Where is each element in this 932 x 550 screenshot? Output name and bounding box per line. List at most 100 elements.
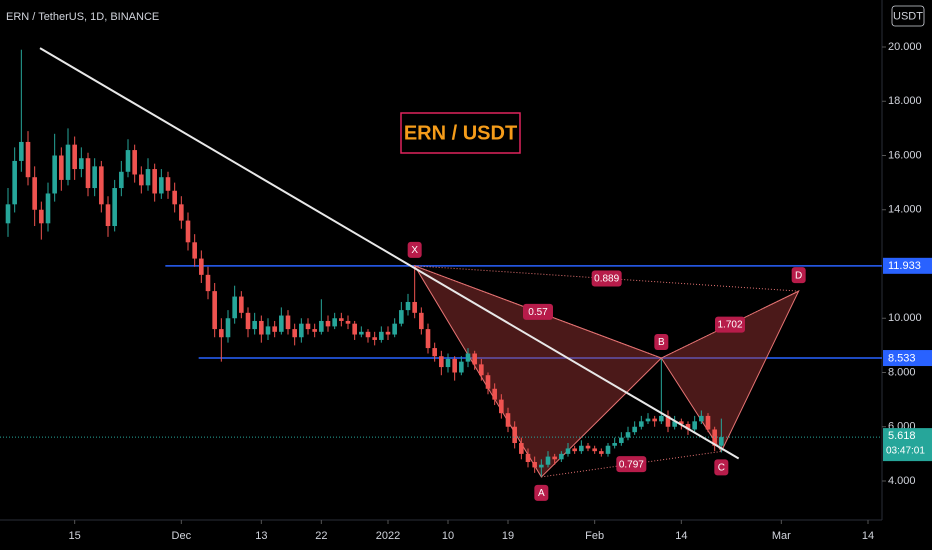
candle-body	[352, 323, 357, 335]
candle-body	[385, 331, 391, 335]
ratio-label-box	[616, 456, 647, 473]
x-tick-label: 13	[255, 530, 267, 542]
candle-body	[12, 160, 17, 205]
currency[interactable]: USDT	[893, 10, 923, 22]
candle-body	[132, 150, 137, 175]
candle-body	[545, 456, 551, 465]
candle-body	[39, 209, 44, 224]
chart-title: ERN / TetherUS, 1D, BINANCE	[6, 11, 159, 23]
point-label-box	[407, 241, 422, 258]
x-tick-label: Mar	[772, 530, 791, 542]
currency-box[interactable]	[891, 5, 925, 27]
candle-body	[119, 171, 124, 189]
x-tick-label: Dec	[172, 530, 192, 542]
candle-body	[392, 323, 397, 335]
candle-body	[25, 141, 31, 178]
candle-body	[485, 375, 491, 389]
candle-body	[719, 437, 724, 446]
candle-body	[165, 177, 171, 191]
point-label-box	[714, 459, 729, 476]
y-tick-label: 8.000	[888, 366, 916, 378]
candle-body	[5, 204, 11, 224]
point-label: D	[795, 270, 802, 281]
candle-body	[45, 193, 51, 224]
point-label-box	[791, 267, 806, 284]
candle-body	[572, 448, 577, 452]
candle-body	[592, 448, 597, 452]
candle-body	[52, 155, 57, 194]
candle-body	[65, 144, 71, 180]
candle-body	[625, 432, 631, 438]
candle-body	[192, 242, 197, 259]
candle-body	[179, 204, 184, 221]
candle-body	[579, 445, 584, 452]
candle-body	[365, 331, 371, 338]
candle-body	[32, 177, 37, 210]
candle-body	[405, 301, 411, 311]
annotation-box	[400, 112, 521, 154]
candle-body	[312, 329, 317, 332]
candle-body	[92, 166, 97, 189]
x-tick-label: 10	[442, 530, 454, 542]
candle-body	[679, 421, 684, 425]
candle-body	[599, 451, 604, 454]
candle-body	[585, 445, 591, 449]
candle-body	[612, 443, 617, 446]
ratio-leg	[414, 265, 662, 359]
candle-body	[479, 364, 484, 376]
countdown: 03:47:01	[886, 446, 925, 457]
y-tick-label: 20.000	[888, 41, 922, 53]
point-label: X	[411, 245, 418, 256]
candle-body	[505, 413, 511, 427]
candle-body	[85, 158, 91, 189]
trendline	[39, 47, 740, 460]
candle-body	[125, 150, 131, 172]
candle-body	[212, 291, 217, 330]
candle-body	[559, 453, 564, 460]
candle-body	[399, 310, 404, 324]
candle-body	[639, 421, 644, 427]
y-tick-label: 4.000	[888, 475, 916, 487]
candle-body	[305, 323, 311, 330]
candle-body	[685, 424, 691, 430]
candle-body	[705, 415, 711, 430]
candle-body	[285, 315, 291, 330]
candle-body	[139, 174, 144, 186]
candle-body	[665, 415, 671, 427]
candle-body	[652, 418, 657, 422]
y-tick-label: 16.000	[888, 149, 922, 161]
candle-body	[699, 415, 704, 422]
candle-body	[239, 296, 244, 313]
candle-body	[432, 348, 437, 357]
candle-body	[645, 418, 651, 422]
candle-body	[345, 320, 351, 324]
candle-body	[112, 188, 117, 227]
candle-body	[265, 326, 271, 335]
point-label: B	[658, 337, 665, 348]
candle-body	[692, 421, 697, 430]
x-tick-label: 14	[862, 530, 874, 542]
point-label: C	[718, 463, 725, 474]
candle-body	[439, 356, 444, 368]
candle-body	[99, 166, 104, 205]
price-label: 5.618	[888, 430, 916, 442]
annotation: ERN / USDT	[404, 122, 517, 144]
candle-body	[379, 331, 384, 340]
candle-body	[492, 388, 497, 400]
x-tick-label: 14	[675, 530, 687, 542]
candle-body	[519, 443, 524, 454]
candle-body	[445, 358, 451, 368]
candle-body	[359, 331, 364, 335]
point-label-box	[654, 334, 669, 351]
ratio-label-box	[591, 270, 622, 287]
candle-body	[199, 258, 204, 275]
point-label: A	[538, 488, 545, 499]
level-label: 8.533	[888, 352, 916, 364]
ratio-label: 0.797	[619, 459, 644, 470]
candle-body	[292, 329, 297, 338]
candle-body	[225, 318, 231, 338]
plot: 4.0006.0008.00010.00014.00016.00018.0002…	[0, 41, 932, 542]
candle-body	[552, 456, 557, 460]
candle-body	[272, 326, 277, 332]
